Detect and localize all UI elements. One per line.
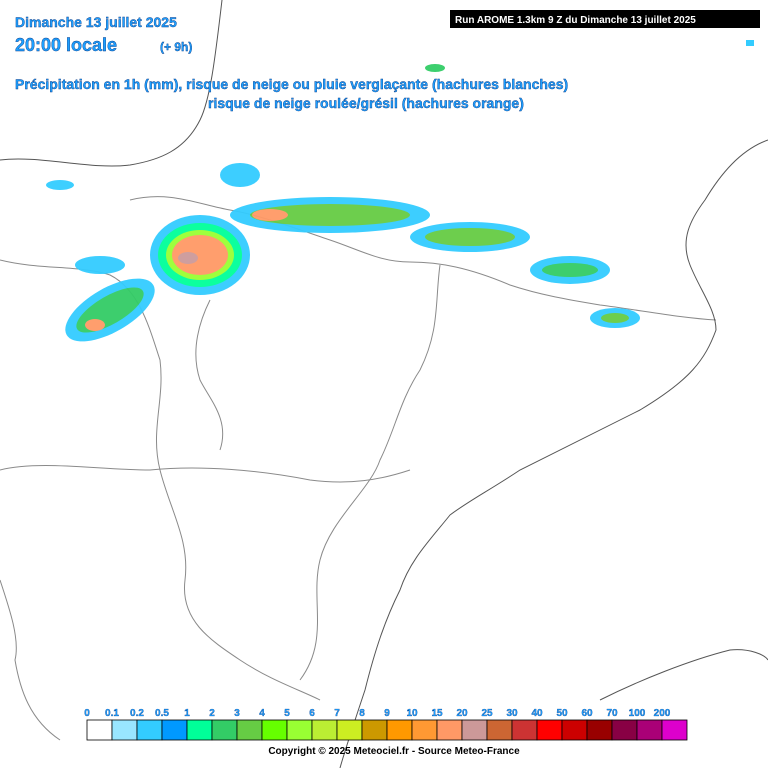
precipitation-field (46, 64, 640, 342)
precip-area (542, 263, 598, 277)
legend: 0 0.1 0.2 0.5 1 2 3 4 5 6 7 8 9 10 15 20 25 30 40 50 60 70 100… (84, 708, 688, 741)
precip-area (601, 313, 629, 323)
precip-area (252, 209, 288, 221)
legend-label: 4 (259, 708, 265, 719)
balearic-coast (599, 649, 768, 701)
region-border-1 (0, 259, 321, 701)
precip-area (75, 256, 125, 274)
legend-label: 2 (209, 708, 215, 719)
legend-label: 15 (431, 708, 443, 719)
region-border-2 (0, 465, 411, 483)
legend-swatch (511, 719, 538, 741)
legend-swatch (661, 719, 688, 741)
precip-area (46, 180, 74, 190)
precip-area (85, 319, 105, 331)
legend-swatch (136, 719, 163, 741)
precip-speck (746, 40, 754, 46)
region-border-3 (299, 264, 441, 681)
legend-swatch (361, 719, 388, 741)
legend-swatch (411, 719, 438, 741)
legend-swatch (611, 719, 638, 741)
run-banner (450, 10, 760, 28)
legend-label: 200 (654, 708, 671, 719)
mediterranean-coast (339, 139, 768, 768)
legend-swatch (386, 719, 413, 741)
copyright: Copyright © 2025 Meteociel.fr - Source M… (268, 746, 520, 757)
precip-area (178, 252, 198, 264)
subtitle-2: risque de neige roulée/grésil (hachures … (208, 95, 524, 111)
legend-swatch (561, 719, 588, 741)
legend-label: 20 (456, 708, 468, 719)
coastline-biscay (0, 0, 223, 167)
precip-area (425, 228, 515, 246)
legend-swatch (261, 719, 288, 741)
legend-label: 30 (506, 708, 518, 719)
legend-swatch (336, 719, 363, 741)
precip-area (425, 64, 445, 72)
legend-label: 100 (629, 708, 646, 719)
local-time: 20:00 locale (15, 35, 117, 55)
legend-swatch (211, 719, 238, 741)
date: Dimanche 13 juillet 2025 (15, 14, 177, 30)
legend-swatch (636, 719, 663, 741)
legend-label: 1 (184, 708, 190, 719)
legend-label: 0.1 (105, 708, 119, 719)
legend-label: 8 (359, 708, 365, 719)
pyrenees-border (129, 196, 717, 321)
legend-label: 50 (556, 708, 568, 719)
legend-swatch (586, 719, 613, 741)
legend-label: 9 (384, 708, 390, 719)
legend-swatch (86, 719, 113, 741)
legend-label: 6 (309, 708, 315, 719)
region-border-4 (195, 299, 224, 451)
legend-label: 0.2 (130, 708, 144, 719)
precip-area (220, 163, 260, 187)
legend-label: 25 (481, 708, 493, 719)
precip-area (172, 235, 228, 275)
legend-label: 70 (606, 708, 618, 719)
legend-swatch (311, 719, 338, 741)
subtitle-1: Précipitation en 1h (mm), risque de neig… (15, 76, 568, 92)
legend-label: 10 (406, 708, 418, 719)
legend-label: 40 (531, 708, 543, 719)
precip-area (250, 204, 410, 226)
legend-swatch (461, 719, 488, 741)
legend-label: 0.5 (155, 708, 169, 719)
region-border-5 (0, 579, 61, 741)
lead-time: (+ 9h) (160, 40, 192, 54)
legend-swatch (111, 719, 138, 741)
legend-label: 5 (284, 708, 290, 719)
legend-label: 3 (234, 708, 240, 719)
legend-swatch (186, 719, 213, 741)
run-info: Run AROME 1.3km 9 Z du Dimanche 13 juill… (455, 15, 696, 26)
legend-swatch (486, 719, 513, 741)
legend-swatch (286, 719, 313, 741)
legend-label: 0 (84, 708, 90, 719)
legend-swatch (436, 719, 463, 741)
legend-swatch (536, 719, 563, 741)
legend-swatch (161, 719, 188, 741)
legend-swatch (236, 719, 263, 741)
legend-label: 7 (334, 708, 340, 719)
legend-label: 60 (581, 708, 593, 719)
